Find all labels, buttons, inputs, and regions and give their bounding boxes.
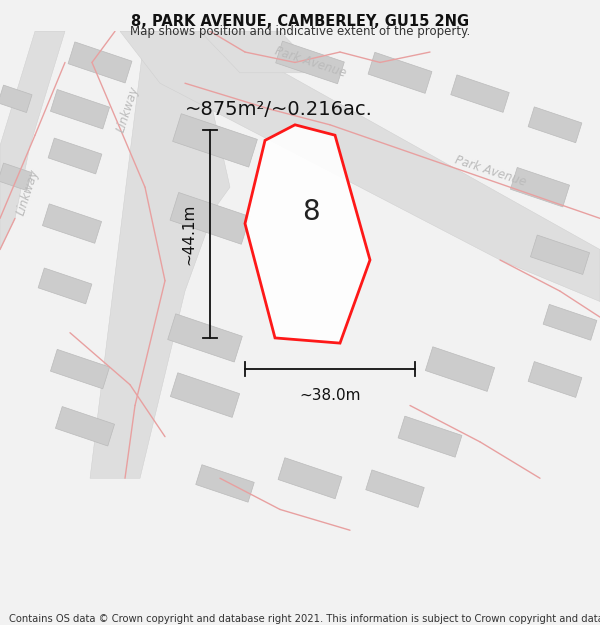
- Polygon shape: [511, 168, 569, 207]
- Text: Park Avenue: Park Avenue: [272, 45, 347, 80]
- Polygon shape: [366, 470, 424, 508]
- Text: Contains OS data © Crown copyright and database right 2021. This information is : Contains OS data © Crown copyright and d…: [9, 614, 600, 624]
- Text: Linkway: Linkway: [115, 84, 142, 134]
- Polygon shape: [275, 41, 344, 84]
- Polygon shape: [50, 89, 110, 129]
- Polygon shape: [0, 31, 600, 541]
- Polygon shape: [528, 107, 582, 142]
- Text: 8: 8: [302, 198, 320, 226]
- Polygon shape: [43, 204, 101, 243]
- Polygon shape: [451, 75, 509, 112]
- Polygon shape: [278, 458, 342, 499]
- Text: ~44.1m: ~44.1m: [181, 203, 196, 264]
- Polygon shape: [0, 31, 65, 249]
- Polygon shape: [398, 416, 462, 457]
- Polygon shape: [50, 349, 110, 389]
- Polygon shape: [38, 268, 92, 304]
- Polygon shape: [48, 138, 102, 174]
- Polygon shape: [173, 114, 257, 167]
- Polygon shape: [170, 192, 250, 244]
- Polygon shape: [196, 465, 254, 502]
- Polygon shape: [528, 362, 582, 398]
- Text: ~875m²/~0.216ac.: ~875m²/~0.216ac.: [185, 100, 373, 119]
- Polygon shape: [120, 31, 600, 301]
- Polygon shape: [90, 31, 230, 478]
- Polygon shape: [0, 163, 32, 191]
- Polygon shape: [0, 85, 32, 112]
- Polygon shape: [530, 235, 590, 274]
- Text: 8, PARK AVENUE, CAMBERLEY, GU15 2NG: 8, PARK AVENUE, CAMBERLEY, GU15 2NG: [131, 14, 469, 29]
- Polygon shape: [543, 304, 597, 340]
- Polygon shape: [425, 347, 494, 391]
- Polygon shape: [167, 314, 242, 362]
- Polygon shape: [245, 125, 370, 343]
- Text: Linkway: Linkway: [14, 168, 41, 217]
- Polygon shape: [368, 52, 432, 93]
- Text: ~38.0m: ~38.0m: [299, 388, 361, 402]
- Polygon shape: [170, 372, 239, 418]
- Polygon shape: [200, 31, 320, 73]
- Text: Park Avenue: Park Avenue: [452, 154, 527, 189]
- Text: Map shows position and indicative extent of the property.: Map shows position and indicative extent…: [130, 25, 470, 38]
- Polygon shape: [68, 42, 132, 83]
- Polygon shape: [55, 407, 115, 446]
